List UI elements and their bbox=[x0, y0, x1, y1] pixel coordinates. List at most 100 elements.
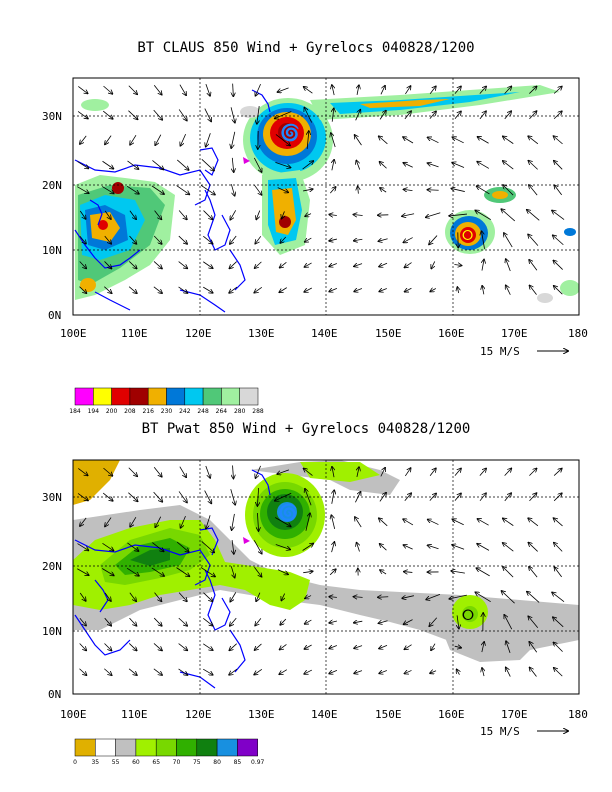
bottom-wind-vector bbox=[379, 518, 388, 527]
bottom-colorbar-label: 85 bbox=[234, 759, 242, 766]
bottom-wind-vector bbox=[176, 541, 189, 552]
bottom-wind-vector bbox=[449, 594, 467, 599]
top-wind-vector bbox=[332, 160, 334, 171]
bottom-colorbar-swatch bbox=[95, 738, 116, 757]
bottom-wind-vector bbox=[476, 568, 490, 577]
top-lon-140e: 140E bbox=[311, 327, 338, 340]
top-wind-vector bbox=[329, 187, 335, 194]
bottom-wind-vector bbox=[304, 468, 313, 476]
bottom-wind-vector bbox=[153, 466, 162, 477]
top-wind-vector bbox=[303, 189, 313, 191]
top-wind-vector bbox=[404, 262, 412, 268]
top-colorbar-swatch bbox=[93, 387, 112, 406]
bottom-wind-vector bbox=[429, 493, 436, 501]
top-wind-vector bbox=[231, 131, 236, 148]
top-wind-vector bbox=[329, 214, 337, 215]
top-wind-vectors bbox=[77, 83, 565, 295]
bottom-wind-vector bbox=[103, 467, 112, 476]
top-wind-vector bbox=[379, 111, 386, 120]
bottom-wind-vector bbox=[379, 645, 388, 648]
top-wind-vector bbox=[104, 286, 111, 294]
top-wind-vector bbox=[329, 288, 338, 291]
bottom-wind-vector bbox=[477, 519, 489, 526]
bottom-wind-vector bbox=[178, 643, 188, 651]
top-wind-vector bbox=[102, 110, 113, 119]
bottom-wind-vector bbox=[305, 513, 310, 531]
top-wind-vector bbox=[104, 210, 111, 219]
top-wind-vector bbox=[178, 210, 187, 220]
top-colorbar-swatch bbox=[147, 387, 167, 406]
bottom-lon-150e: 150E bbox=[375, 708, 402, 721]
bottom-panel-title: BT Pwat 850 Wind + Gyrelocs 040828/1200 bbox=[141, 421, 471, 437]
top-wind-vector bbox=[230, 184, 234, 196]
bottom-wind-vector bbox=[503, 518, 514, 526]
top-wind-vector bbox=[354, 239, 363, 241]
top-wind-vector bbox=[426, 212, 441, 218]
top-colorbar-label: 288 bbox=[252, 408, 264, 415]
bottom-wind-vector bbox=[452, 545, 465, 550]
top-wind-vector bbox=[554, 286, 563, 295]
top-wind-vector bbox=[475, 210, 491, 220]
bottom-typhoon-symbol: 🌀 bbox=[278, 503, 298, 522]
bottom-wind-vector bbox=[553, 493, 562, 502]
bottom-wind-vector bbox=[329, 670, 338, 673]
top-wind-vector bbox=[80, 135, 87, 144]
bottom-wind-vector bbox=[506, 667, 511, 677]
bottom-wind-vector bbox=[329, 621, 338, 623]
bottom-wind-vector bbox=[229, 668, 238, 675]
top-colorbar-label: 230 bbox=[161, 408, 173, 415]
top-wind-vector bbox=[255, 261, 262, 268]
bottom-wind-vector bbox=[554, 543, 563, 552]
bottom-wind-vector bbox=[79, 618, 86, 625]
top-cloud-field: 🌀 ⭘ bbox=[73, 78, 579, 315]
top-wind-vector bbox=[79, 210, 86, 219]
bottom-wind-vector bbox=[302, 543, 314, 551]
top-wind-vector bbox=[152, 160, 163, 169]
top-wind-vector bbox=[528, 136, 539, 145]
top-wind-vector bbox=[429, 86, 436, 94]
top-wind-vector bbox=[153, 85, 162, 94]
top-wind-vector bbox=[528, 161, 538, 170]
bottom-wind-vector bbox=[153, 643, 162, 650]
top-lon-170e: 170E bbox=[501, 327, 528, 340]
bottom-wind-vector bbox=[127, 542, 138, 551]
bottom-wind-vector bbox=[256, 592, 261, 602]
bottom-wind-vector bbox=[153, 491, 163, 502]
top-wind-vector bbox=[358, 186, 359, 194]
bottom-wind-vector bbox=[331, 515, 336, 530]
bottom-wind-vector bbox=[203, 668, 213, 675]
bottom-wind-vector bbox=[479, 493, 486, 502]
bottom-wind-vector bbox=[528, 543, 538, 552]
top-wind-vector bbox=[504, 86, 512, 94]
top-wind-vector bbox=[127, 160, 138, 169]
bottom-wind-vector bbox=[257, 487, 258, 506]
bottom-wind-vector bbox=[380, 570, 387, 575]
bottom-wind-vector bbox=[275, 517, 291, 526]
bottom-wind-vector bbox=[329, 597, 337, 598]
bottom-lat-10n: 10N bbox=[42, 625, 62, 638]
bottom-wind-vector bbox=[429, 617, 438, 627]
top-colorbar-label: 280 bbox=[234, 408, 246, 415]
top-wind-vector bbox=[379, 162, 387, 169]
bottom-colorbar-swatch bbox=[115, 738, 137, 757]
top-wind-vector bbox=[553, 136, 563, 145]
bottom-wind-vector bbox=[404, 493, 411, 502]
bottom-colorbar-label: 80 bbox=[213, 759, 221, 766]
top-wind-vector bbox=[79, 286, 86, 294]
bottom-wind-vector bbox=[304, 669, 313, 674]
bottom-wind-vector bbox=[454, 646, 461, 648]
top-wind-vector bbox=[430, 288, 437, 291]
bottom-wind-vector bbox=[178, 668, 188, 675]
bottom-wind-vector bbox=[504, 493, 511, 502]
bottom-colorbar-label: 70 bbox=[173, 759, 181, 766]
top-wind-vector bbox=[105, 135, 112, 145]
top-wind-vector bbox=[77, 161, 89, 169]
top-wind-vector bbox=[356, 160, 361, 170]
bottom-wind-vector bbox=[128, 668, 137, 675]
top-wind-vector bbox=[256, 210, 261, 220]
top-wind-vector bbox=[176, 159, 189, 170]
bottom-wind-vector bbox=[230, 617, 237, 626]
top-wind-vector bbox=[354, 264, 363, 267]
top-wind-vector bbox=[279, 287, 287, 293]
top-east-typhoon-symbol: ⭘ bbox=[462, 228, 473, 244]
